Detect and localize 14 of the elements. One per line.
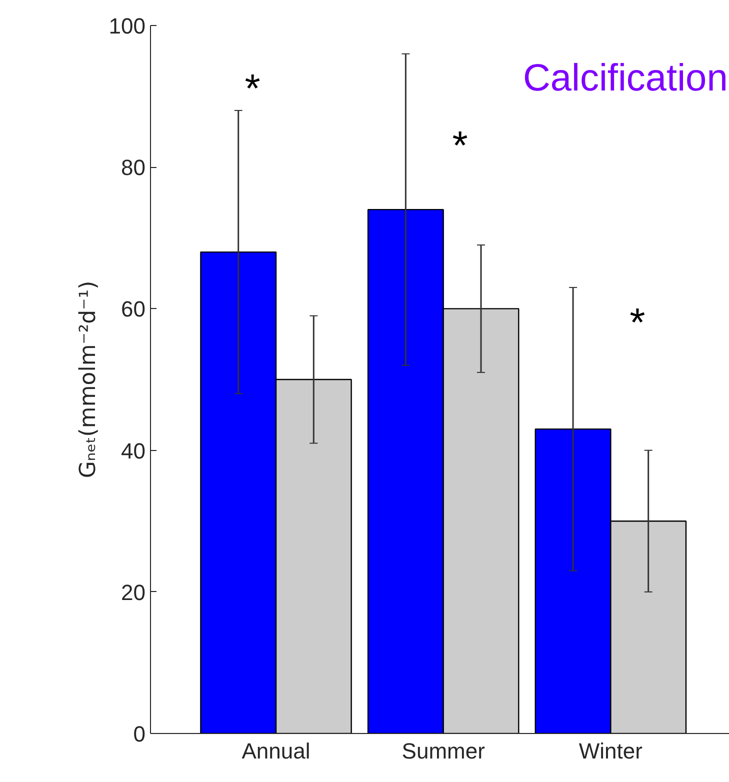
y-tick-label: 40 (121, 438, 146, 464)
y-axis-title: Gₙₑₜ(mmolm⁻²d⁻¹) (76, 280, 101, 478)
y-tick-label: 80 (121, 155, 146, 180)
x-tick-label: Annual (242, 738, 310, 764)
annotation: Calcification (522, 58, 728, 100)
annotation: * (452, 124, 468, 168)
annotation: * (244, 67, 260, 112)
annotation: * (630, 300, 646, 345)
y-tick-label: 100 (108, 14, 146, 38)
x-tick-label: Summer (402, 738, 485, 764)
y-tick-label: 20 (121, 580, 146, 605)
y-tick-label: 60 (121, 296, 146, 322)
x-tick-label: Winter (578, 738, 642, 764)
y-tick-label: 0 (133, 722, 146, 746)
